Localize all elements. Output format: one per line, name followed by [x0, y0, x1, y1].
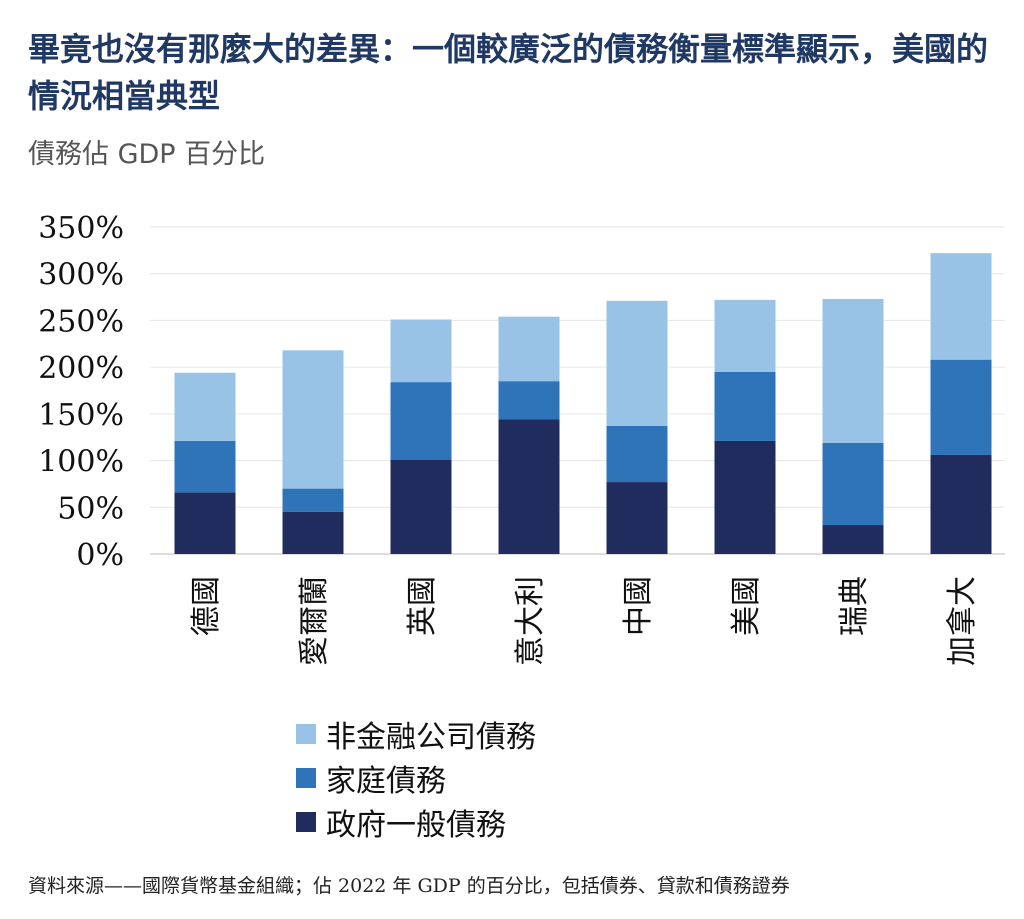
- legend-swatch-government: [296, 812, 316, 832]
- x-tick-label: 意大利: [513, 576, 548, 666]
- x-tick-label: 中國: [621, 576, 656, 636]
- bar-nonfinancial: [390, 319, 452, 383]
- x-tick-label: 愛爾蘭: [297, 576, 332, 666]
- legend-swatch-household: [296, 768, 316, 788]
- bar-government: [282, 511, 344, 554]
- legend-swatch-nonfinancial: [296, 724, 316, 744]
- bar-government: [174, 492, 236, 554]
- bar-nonfinancial: [498, 316, 560, 382]
- bar-nonfinancial: [174, 372, 236, 441]
- bar-household: [714, 371, 776, 441]
- y-tick-label: 150%: [38, 398, 124, 433]
- y-tick-label: 250%: [38, 304, 124, 339]
- bar-household: [498, 381, 560, 420]
- bar-household: [174, 440, 236, 493]
- bar-government: [606, 482, 668, 554]
- x-tick-label: 美國: [729, 576, 764, 636]
- y-tick-label: 200%: [38, 351, 124, 386]
- bar-government: [498, 419, 560, 554]
- x-tick-label: 瑞典: [837, 576, 872, 636]
- legend-item-household: 家庭債務: [296, 756, 536, 800]
- bar-government: [822, 525, 884, 554]
- bar-household: [606, 426, 668, 483]
- source-note: 資料來源——國際貨幣基金組織；佔 2022 年 GDP 的百分比，包括債券、貸款…: [28, 875, 790, 897]
- bar-government: [930, 454, 992, 554]
- y-tick-label: 300%: [38, 258, 124, 293]
- x-tick-label: 加拿大: [945, 576, 980, 666]
- y-tick-label: 100%: [38, 445, 124, 480]
- bar-household: [930, 359, 992, 455]
- y-tick-label: 50%: [57, 491, 124, 526]
- stacked-bar-chart: 0% 50% 100% 150% 200% 250% 300% 350% 德國 愛爾蘭 英國 意大利 中…: [38, 211, 1005, 666]
- bar-nonfinancial: [822, 298, 884, 443]
- legend-label-nonfinancial: 非金融公司債務: [326, 720, 536, 755]
- legend-item-government: 政府一般債務: [296, 800, 536, 844]
- bar-household: [822, 442, 884, 526]
- bar-household: [390, 382, 452, 460]
- legend-label-household: 家庭債務: [326, 764, 446, 799]
- bar-government: [390, 459, 452, 554]
- chart-title: 畢竟也沒有那麼大的差異：一個較廣泛的債務衡量標準顯示，美國的情況相當典型: [28, 30, 989, 115]
- bar-nonfinancial: [282, 350, 344, 489]
- x-tick-label: 英國: [405, 576, 440, 636]
- x-tick-label: 德國: [189, 576, 224, 636]
- bar-nonfinancial: [930, 253, 992, 360]
- y-tick-label: 350%: [38, 211, 124, 246]
- bar-government: [714, 440, 776, 554]
- bar-household: [282, 488, 344, 512]
- legend-label-government: 政府一般債務: [326, 808, 506, 843]
- legend-item-nonfinancial: 非金融公司債務: [296, 712, 536, 756]
- bar-nonfinancial: [714, 299, 776, 372]
- legend: 非金融公司債務 家庭債務 政府一般債務: [296, 712, 536, 844]
- bar-nonfinancial: [606, 300, 668, 427]
- y-tick-label: 0%: [76, 538, 124, 573]
- chart-subtitle: 債務佔 GDP 百分比: [28, 139, 266, 170]
